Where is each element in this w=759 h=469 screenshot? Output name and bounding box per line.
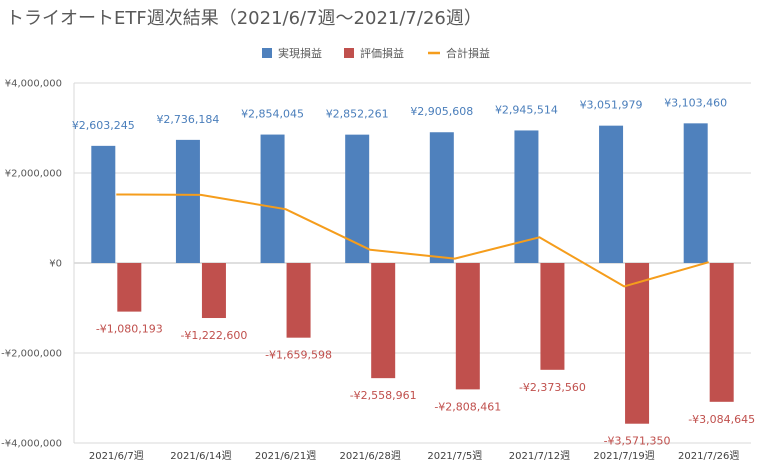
data-label-unrealized: -¥1,222,600 <box>180 329 247 342</box>
x-tick-label: 2021/7/5週 <box>427 450 482 462</box>
bar-realized <box>91 145 116 263</box>
bar-unrealized <box>117 263 142 312</box>
x-tick-label: 2021/6/7週 <box>89 450 144 462</box>
x-tick-label: 2021/7/26週 <box>678 450 739 462</box>
legend-swatch-2 <box>344 48 354 58</box>
bar-unrealized <box>709 263 734 402</box>
data-label-unrealized: -¥2,373,560 <box>519 381 586 394</box>
x-axis: 2021/6/7週 2021/6/14週 2021/6/21週 2021/6/28週 2… <box>89 450 739 462</box>
y-tick-label: -¥2,000,000 <box>1 349 62 360</box>
data-label-realized: ¥2,945,514 <box>495 103 558 116</box>
data-label-realized: ¥2,603,245 <box>72 119 135 132</box>
bar-unrealized <box>455 263 480 390</box>
data-label-realized: ¥3,103,460 <box>664 96 727 109</box>
bar-unrealized <box>201 263 226 319</box>
data-label-realized: ¥2,854,045 <box>241 108 304 121</box>
chart-title: トライオートETF週次結果（2021/6/7週～2021/7/26週） <box>6 8 482 29</box>
data-label-realized: ¥2,905,608 <box>410 105 473 118</box>
bar-realized <box>175 139 200 263</box>
legend-label-3: 合計損益 <box>446 46 490 60</box>
data-label-unrealized: -¥1,659,598 <box>265 349 332 362</box>
bar-realized <box>683 123 708 263</box>
data-label-unrealized: -¥3,571,350 <box>604 435 671 448</box>
line-total <box>116 193 709 288</box>
bar-unrealized <box>371 263 396 379</box>
legend-swatch-1 <box>262 48 272 58</box>
bar-unrealized <box>286 263 311 338</box>
legend-label-2: 評価損益 <box>360 46 404 60</box>
data-labels: ¥2,603,245 -¥1,080,193 ¥2,736,184 -¥1,222,6… <box>72 96 755 447</box>
x-tick-label: 2021/6/21週 <box>255 450 316 462</box>
y-tick-label: ¥0 <box>49 259 62 270</box>
data-label-realized: ¥2,736,184 <box>156 113 219 126</box>
data-label-realized: ¥2,852,261 <box>326 108 389 121</box>
y-tick-label: ¥2,000,000 <box>5 169 62 180</box>
bar-unrealized <box>540 263 565 370</box>
x-tick-label: 2021/6/14週 <box>170 450 231 462</box>
y-tick-label: -¥4,000,000 <box>1 439 62 450</box>
y-axis: ¥4,000,000 ¥2,000,000 ¥0 -¥2,000,000 -¥4,000… <box>1 79 75 450</box>
y-tick-label: ¥4,000,000 <box>5 79 62 90</box>
x-tick-label: 2021/7/12週 <box>509 450 570 462</box>
bars <box>91 123 734 424</box>
data-label-unrealized: -¥2,808,461 <box>434 400 501 413</box>
bar-realized <box>599 125 624 263</box>
bar-realized <box>345 134 370 263</box>
x-tick-label: 2021/6/28週 <box>340 450 401 462</box>
legend-label-1: 実現損益 <box>278 46 322 60</box>
total-line <box>116 193 709 288</box>
data-label-realized: ¥3,051,979 <box>580 99 643 112</box>
legend: 実現損益 評価損益 合計損益 <box>262 46 490 60</box>
bar-realized <box>429 132 454 263</box>
data-label-unrealized: -¥3,084,645 <box>688 413 755 426</box>
x-tick-label: 2021/7/19週 <box>593 450 654 462</box>
bar-realized <box>260 134 285 263</box>
data-label-unrealized: -¥1,080,193 <box>96 323 163 336</box>
data-label-unrealized: -¥2,558,961 <box>350 389 417 402</box>
bar-unrealized <box>625 263 650 424</box>
